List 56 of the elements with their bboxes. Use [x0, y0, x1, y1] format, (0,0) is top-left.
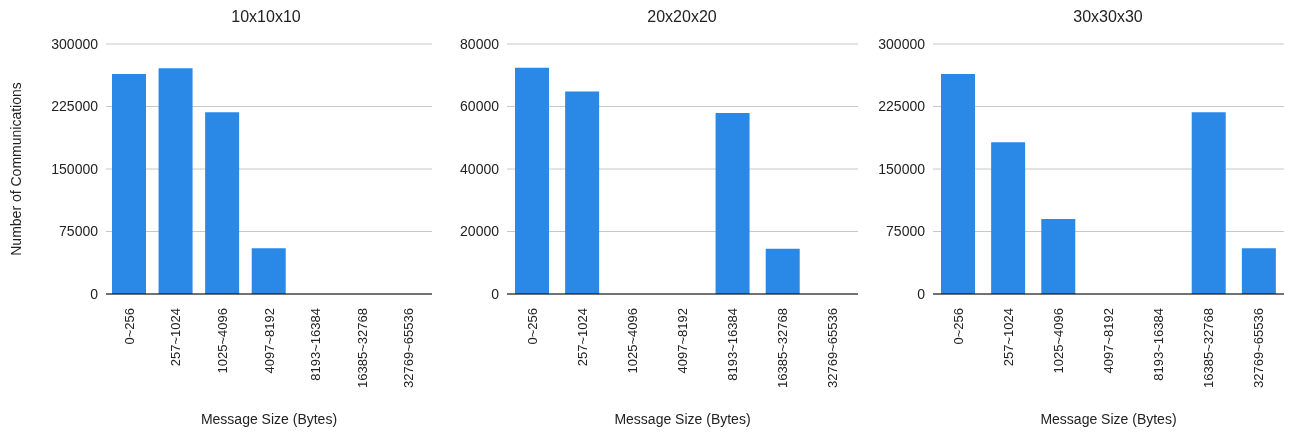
x-tick-label: 8193~16384 [1151, 308, 1167, 381]
x-tick-label: 4097~8192 [1101, 308, 1116, 374]
y-tick-label: 75000 [886, 223, 926, 240]
x-tick-label: 32769~65536 [1251, 308, 1267, 388]
bar [765, 248, 800, 294]
chart-title: 10x10x10 [230, 8, 302, 27]
x-tick-label: 0~256 [950, 308, 966, 345]
y-tick-label: 40000 [460, 160, 500, 177]
chart-title: 20x20x20 [646, 8, 718, 27]
x-axis-title: Message Size (Bytes) [1040, 411, 1177, 427]
y-axis-title: Number of Communications [7, 82, 24, 256]
y-tick-label: 0 [491, 285, 500, 302]
y-tick-label: 75000 [59, 223, 99, 240]
x-tick-label: 16385~32768 [775, 308, 791, 388]
x-tick-label: 32769~65536 [401, 308, 417, 388]
x-tick-label: 0~256 [121, 308, 137, 345]
bar [565, 91, 600, 294]
bar [112, 74, 146, 294]
x-tick-label: 0~256 [524, 308, 540, 345]
y-tick-label: 300000 [878, 35, 926, 52]
x-tick-label: 4097~8192 [261, 308, 277, 374]
x-tick-label: 4097~8192 [675, 308, 690, 374]
y-tick-label: 150000 [878, 160, 926, 177]
y-tick-label: 225000 [878, 98, 926, 115]
x-tick-label: 32769~65536 [825, 308, 841, 388]
x-tick-label: 1025~4096 [214, 308, 230, 374]
bar [1041, 219, 1076, 294]
x-tick-label: 8193~16384 [308, 308, 324, 381]
x-tick-label: 257~1024 [1000, 308, 1016, 367]
x-axis-title: Message Size (Bytes) [614, 411, 751, 427]
y-tick-label: 60000 [460, 98, 500, 115]
y-tick-label: 150000 [51, 160, 99, 177]
x-tick-label: 257~1024 [574, 308, 590, 367]
bar [941, 74, 975, 294]
x-tick-label: 8193~16384 [725, 308, 741, 381]
bar [715, 113, 750, 294]
y-tick-label: 225000 [51, 98, 99, 115]
y-tick-label: 20000 [460, 223, 500, 240]
y-tick-label: 0 [90, 285, 99, 302]
x-tick-label: 16385~32768 [1201, 308, 1217, 388]
bar [1241, 248, 1276, 294]
bar [991, 142, 1026, 294]
bar [251, 248, 286, 294]
y-tick-label: 80000 [460, 35, 500, 52]
y-tick-label: 0 [917, 285, 926, 302]
chart-title: 30x30x30 [1072, 8, 1144, 27]
bar [1191, 112, 1226, 294]
x-tick-label: 16385~32768 [354, 308, 370, 388]
y-tick-label: 300000 [51, 35, 99, 52]
bar [158, 68, 193, 294]
bar [205, 112, 240, 294]
x-tick-label: 1025~4096 [1050, 308, 1066, 374]
x-tick-label: 1025~4096 [624, 308, 640, 374]
x-tick-label: 257~1024 [168, 308, 184, 367]
bar [515, 67, 549, 294]
x-axis-title: Message Size (Bytes) [200, 411, 338, 427]
